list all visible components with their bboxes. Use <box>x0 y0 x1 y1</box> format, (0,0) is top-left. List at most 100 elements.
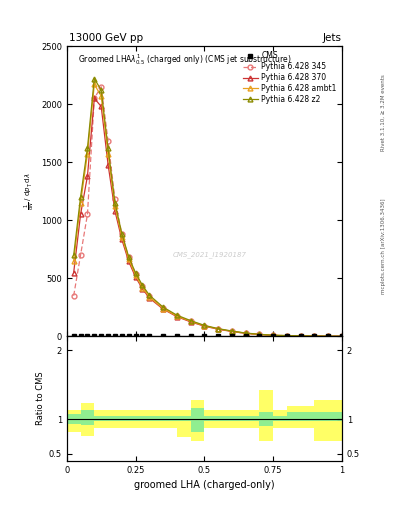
CMS <box>326 333 331 339</box>
Pythia 6.428 345 <box>312 333 317 339</box>
Pythia 6.428 z2 <box>216 326 220 332</box>
Text: 13000 GeV pp: 13000 GeV pp <box>69 33 143 44</box>
Pythia 6.428 370 <box>174 313 179 319</box>
CMS <box>133 333 138 339</box>
Pythia 6.428 z2 <box>243 330 248 336</box>
Pythia 6.428 z2 <box>285 332 289 338</box>
CMS <box>92 333 97 339</box>
Pythia 6.428 ambt1 <box>257 331 262 337</box>
Pythia 6.428 ambt1 <box>147 294 152 300</box>
Pythia 6.428 z2 <box>312 333 317 339</box>
Pythia 6.428 z2 <box>113 200 118 206</box>
Pythia 6.428 370 <box>147 295 152 301</box>
Pythia 6.428 370 <box>340 333 344 339</box>
Pythia 6.428 370 <box>113 208 118 214</box>
Pythia 6.428 ambt1 <box>119 233 124 240</box>
Pythia 6.428 345 <box>340 333 344 339</box>
Pythia 6.428 ambt1 <box>285 333 289 339</box>
Pythia 6.428 345 <box>133 271 138 277</box>
Pythia 6.428 z2 <box>257 331 262 337</box>
Pythia 6.428 ambt1 <box>243 330 248 336</box>
Line: Pythia 6.428 370: Pythia 6.428 370 <box>71 96 344 339</box>
CMS <box>147 333 152 339</box>
Pythia 6.428 370 <box>257 331 262 337</box>
Pythia 6.428 ambt1 <box>72 258 76 264</box>
Pythia 6.428 ambt1 <box>202 323 207 329</box>
Line: Pythia 6.428 z2: Pythia 6.428 z2 <box>71 76 344 339</box>
Pythia 6.428 345 <box>257 331 262 337</box>
CMS <box>174 333 179 339</box>
Pythia 6.428 345 <box>113 196 118 202</box>
Pythia 6.428 ambt1 <box>312 333 317 339</box>
Pythia 6.428 370 <box>326 333 331 339</box>
Pythia 6.428 370 <box>161 306 165 312</box>
Pythia 6.428 345 <box>99 83 104 90</box>
Pythia 6.428 345 <box>72 293 76 299</box>
Pythia 6.428 345 <box>127 254 131 261</box>
Pythia 6.428 z2 <box>326 333 331 339</box>
Y-axis label: $\frac{1}{\mathrm{d}N}$ / $\mathrm{d}p_\mathrm{T}\,\mathrm{d}\lambda$: $\frac{1}{\mathrm{d}N}$ / $\mathrm{d}p_\… <box>23 173 37 210</box>
CMS <box>78 333 83 339</box>
Pythia 6.428 z2 <box>99 87 104 93</box>
Pythia 6.428 ambt1 <box>230 328 234 334</box>
Pythia 6.428 345 <box>147 293 152 300</box>
Pythia 6.428 370 <box>271 332 275 338</box>
Pythia 6.428 ambt1 <box>174 313 179 319</box>
Pythia 6.428 345 <box>78 252 83 258</box>
Pythia 6.428 345 <box>243 330 248 336</box>
Pythia 6.428 z2 <box>298 333 303 339</box>
Pythia 6.428 370 <box>106 161 110 167</box>
Pythia 6.428 z2 <box>161 304 165 310</box>
Pythia 6.428 370 <box>312 333 317 339</box>
Pythia 6.428 370 <box>119 237 124 243</box>
Pythia 6.428 345 <box>119 231 124 237</box>
Pythia 6.428 ambt1 <box>298 333 303 339</box>
Pythia 6.428 370 <box>298 333 303 339</box>
Pythia 6.428 ambt1 <box>326 333 331 339</box>
CMS <box>119 333 124 339</box>
Pythia 6.428 z2 <box>202 322 207 328</box>
Pythia 6.428 345 <box>298 333 303 339</box>
Pythia 6.428 z2 <box>106 145 110 152</box>
Pythia 6.428 370 <box>285 333 289 339</box>
Text: CMS_2021_I1920187: CMS_2021_I1920187 <box>173 252 247 259</box>
CMS <box>99 333 104 339</box>
Pythia 6.428 z2 <box>174 312 179 318</box>
Pythia 6.428 ambt1 <box>113 203 118 209</box>
Pythia 6.428 370 <box>202 323 207 329</box>
Pythia 6.428 370 <box>78 211 83 218</box>
Pythia 6.428 345 <box>202 323 207 329</box>
Pythia 6.428 370 <box>243 330 248 336</box>
CMS <box>230 333 234 339</box>
Line: CMS: CMS <box>72 334 344 338</box>
Pythia 6.428 z2 <box>133 270 138 276</box>
Pythia 6.428 345 <box>216 326 220 332</box>
CMS <box>312 333 317 339</box>
Pythia 6.428 370 <box>85 173 90 179</box>
Pythia 6.428 370 <box>188 319 193 325</box>
CMS <box>216 333 220 339</box>
Pythia 6.428 370 <box>216 326 220 332</box>
CMS <box>85 333 90 339</box>
Pythia 6.428 ambt1 <box>340 333 344 339</box>
Pythia 6.428 z2 <box>340 333 344 339</box>
Pythia 6.428 345 <box>174 313 179 319</box>
CMS <box>188 333 193 339</box>
Line: Pythia 6.428 345: Pythia 6.428 345 <box>71 84 344 339</box>
CMS <box>243 333 248 339</box>
CMS <box>257 333 262 339</box>
Pythia 6.428 ambt1 <box>161 306 165 312</box>
Pythia 6.428 345 <box>230 328 234 334</box>
Pythia 6.428 370 <box>92 95 97 101</box>
Pythia 6.428 z2 <box>78 194 83 200</box>
Pythia 6.428 370 <box>127 259 131 265</box>
CMS <box>285 333 289 339</box>
Pythia 6.428 345 <box>271 332 275 338</box>
X-axis label: groomed LHA (charged-only): groomed LHA (charged-only) <box>134 480 275 490</box>
Pythia 6.428 370 <box>99 103 104 110</box>
Line: Pythia 6.428 ambt1: Pythia 6.428 ambt1 <box>71 82 344 339</box>
CMS <box>127 333 131 339</box>
Pythia 6.428 ambt1 <box>271 332 275 338</box>
Pythia 6.428 z2 <box>230 328 234 334</box>
Text: Rivet 3.1.10, ≥ 3.2M events: Rivet 3.1.10, ≥ 3.2M events <box>381 74 386 151</box>
